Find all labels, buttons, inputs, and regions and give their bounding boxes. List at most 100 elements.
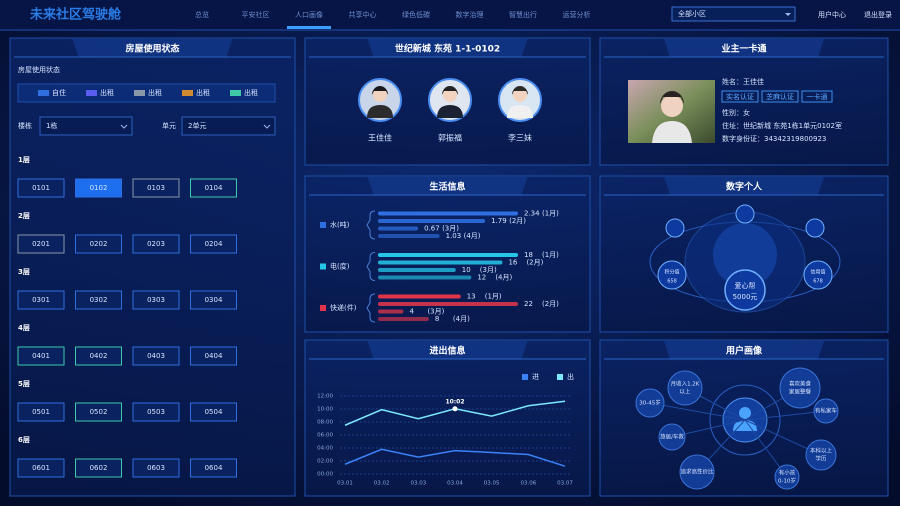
room[interactable] [75, 234, 122, 254]
panel [304, 339, 591, 497]
center-name: 爱心帮 [735, 281, 756, 290]
nav-item[interactable]: 人口画像 [295, 10, 323, 19]
side-name: 信用值 [810, 269, 825, 276]
nav-item[interactable]: 共享中心 [349, 10, 377, 19]
x-tick-label: 03.03 [410, 481, 426, 487]
room-number[interactable]: 0402 [90, 352, 108, 360]
room[interactable] [132, 346, 180, 366]
legend-swatch [134, 90, 145, 96]
legend-swatch [182, 90, 193, 96]
nav-item[interactable]: 总览 [195, 10, 209, 19]
y-tick-label: 12:00 [317, 394, 333, 400]
room[interactable] [75, 290, 122, 310]
room-number[interactable]: 0504 [205, 408, 223, 416]
room[interactable] [75, 458, 122, 478]
room[interactable] [75, 178, 122, 198]
room-number[interactable]: 0601 [32, 464, 50, 472]
x-tick-label: 03.04 [447, 481, 463, 487]
room-number[interactable]: 0304 [205, 296, 223, 304]
room[interactable] [132, 178, 180, 198]
room-number[interactable]: 0403 [147, 352, 165, 360]
nav-item[interactable]: 绿色低碳 [402, 10, 430, 19]
logout[interactable]: 退出登录 [864, 10, 892, 19]
avatar-head [443, 88, 457, 102]
legend-label: 出租 [148, 88, 162, 97]
room[interactable] [190, 458, 237, 478]
room-number[interactable]: 0602 [90, 464, 108, 472]
room-number[interactable]: 0203 [147, 240, 165, 248]
nav-item[interactable]: 运营分析 [563, 10, 591, 19]
room-number[interactable]: 0401 [32, 352, 50, 360]
bar-month: (3月) [442, 225, 459, 233]
room-number[interactable]: 0303 [147, 296, 165, 304]
room-number[interactable]: 0301 [32, 296, 50, 304]
panel-title: 生活信息 [429, 181, 465, 193]
side-name: 积分值 [664, 269, 679, 276]
nav-item[interactable]: 数字治理 [456, 10, 484, 19]
room-number[interactable]: 0201 [32, 240, 50, 248]
room[interactable] [17, 346, 65, 366]
room-number[interactable]: 0101 [32, 184, 50, 192]
auth-tag-text: 实名认证 [726, 92, 754, 101]
unit-select[interactable] [181, 116, 276, 136]
room-number[interactable]: 0102 [90, 184, 108, 192]
room[interactable] [132, 234, 180, 254]
avatar-hair [442, 86, 458, 95]
tag-text: 0-10岁 [778, 477, 796, 485]
dropdown-arrow [120, 124, 128, 129]
room-number[interactable]: 0502 [90, 408, 108, 416]
avatar-head [373, 88, 387, 102]
district-select-text: 全部小区 [678, 9, 706, 18]
avatar-body [367, 105, 393, 118]
panel-title: 世纪新城 东苑 1-1-0102 [395, 43, 500, 55]
room[interactable] [190, 234, 237, 254]
user-center[interactable]: 用户中心 [818, 10, 846, 19]
room[interactable] [190, 346, 237, 366]
room-number[interactable]: 0604 [205, 464, 223, 472]
y-tick-label: 10:00 [317, 407, 333, 413]
room[interactable] [190, 290, 237, 310]
district-select[interactable] [671, 6, 796, 22]
room-number[interactable]: 0202 [90, 240, 108, 248]
room[interactable] [132, 290, 180, 310]
room[interactable] [190, 402, 237, 422]
building-select[interactable] [39, 116, 133, 136]
room[interactable] [17, 458, 65, 478]
group-label: 水(吨) [330, 220, 350, 229]
room[interactable] [132, 402, 180, 422]
legend-box [17, 83, 276, 103]
tag-link [649, 402, 746, 421]
member-name: 李三妹 [508, 133, 532, 143]
nav-item[interactable]: 智慧出行 [509, 10, 537, 19]
bar-month: (4月) [464, 232, 481, 240]
panel-title: 用户画像 [725, 345, 763, 357]
nav-item[interactable]: 平安社区 [242, 10, 270, 19]
room[interactable] [75, 346, 122, 366]
tag-text: 追求高性价比 [680, 468, 714, 476]
room[interactable] [75, 402, 122, 422]
room-number[interactable]: 0503 [147, 408, 165, 416]
room-number[interactable]: 0404 [205, 352, 223, 360]
y-tick-label: 08:00 [317, 420, 333, 426]
room[interactable] [17, 402, 65, 422]
line [344, 448, 566, 467]
room[interactable] [190, 178, 237, 198]
bar-month: (4月) [495, 274, 512, 282]
bar-month: (3月) [480, 266, 497, 274]
room-number[interactable]: 0204 [205, 240, 223, 248]
room-number[interactable]: 0104 [205, 184, 223, 192]
room[interactable] [17, 178, 65, 198]
room-number[interactable]: 0103 [147, 184, 165, 192]
room[interactable] [17, 290, 65, 310]
room-number[interactable]: 0603 [147, 464, 165, 472]
room[interactable] [132, 458, 180, 478]
bar-month: (1月) [542, 210, 559, 218]
group-label: 快递(件) [330, 303, 357, 312]
field-label: 单元 [162, 121, 176, 130]
panel-title: 数字个人 [726, 181, 763, 193]
room[interactable] [17, 234, 65, 254]
side-value: 658 [667, 279, 677, 285]
room-number[interactable]: 0302 [90, 296, 108, 304]
room-number[interactable]: 0501 [32, 408, 50, 416]
bar-value: 2.34 [524, 210, 540, 218]
